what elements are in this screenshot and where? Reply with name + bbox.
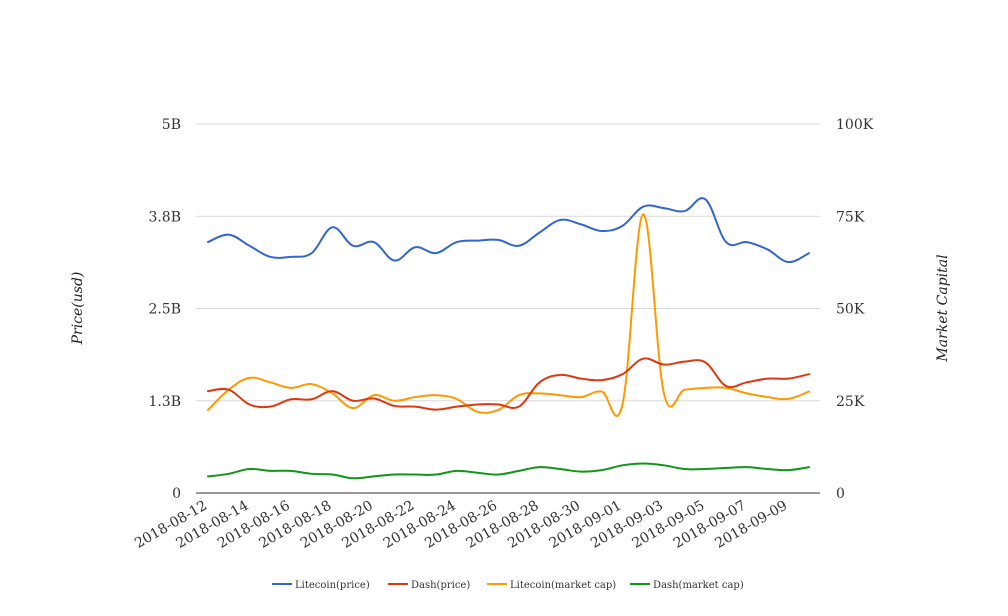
y-left-tick-label: 3.8B [148,209,181,225]
y-left-tick-label: 1.3B [148,394,181,410]
grid-layer [196,123,820,402]
legend-item[interactable]: Litecoin(price) [272,580,370,591]
series-line-litecoin-price [207,197,810,264]
legend-item[interactable]: Litecoin(market cap) [487,580,616,591]
y-right-tick-label: 50K [836,302,865,318]
series-line-dash-price [207,357,810,411]
series-line-litecoin-market-cap [207,213,810,417]
y-left-axis-title: Price(usd) [70,272,86,346]
y-right-tick-label: 0 [836,486,845,502]
y-left-tick-label: 2.5B [148,302,181,318]
legend-label: Litecoin(market cap) [510,580,616,591]
legend-item[interactable]: Dash(price) [388,580,470,591]
legend-label: Litecoin(price) [295,580,370,591]
y-right-axis-title: Market Capital [935,254,951,362]
series-layer [207,197,810,480]
series-line-dash-market-cap [207,462,810,480]
legend-label: Dash(price) [411,580,470,591]
y-right-tick-label: 25K [836,394,865,410]
y-left-tick-label: 5B [162,117,181,133]
legend-item[interactable]: Dash(market cap) [630,580,744,591]
y-left-tick-label: 0 [172,486,181,502]
legend-label: Dash(market cap) [653,580,744,591]
y-right-tick-label: 100K [836,117,874,133]
y-right-tick-label: 75K [836,209,865,225]
legend: Litecoin(price) Dash(price) Litecoin(marke… [272,580,744,591]
